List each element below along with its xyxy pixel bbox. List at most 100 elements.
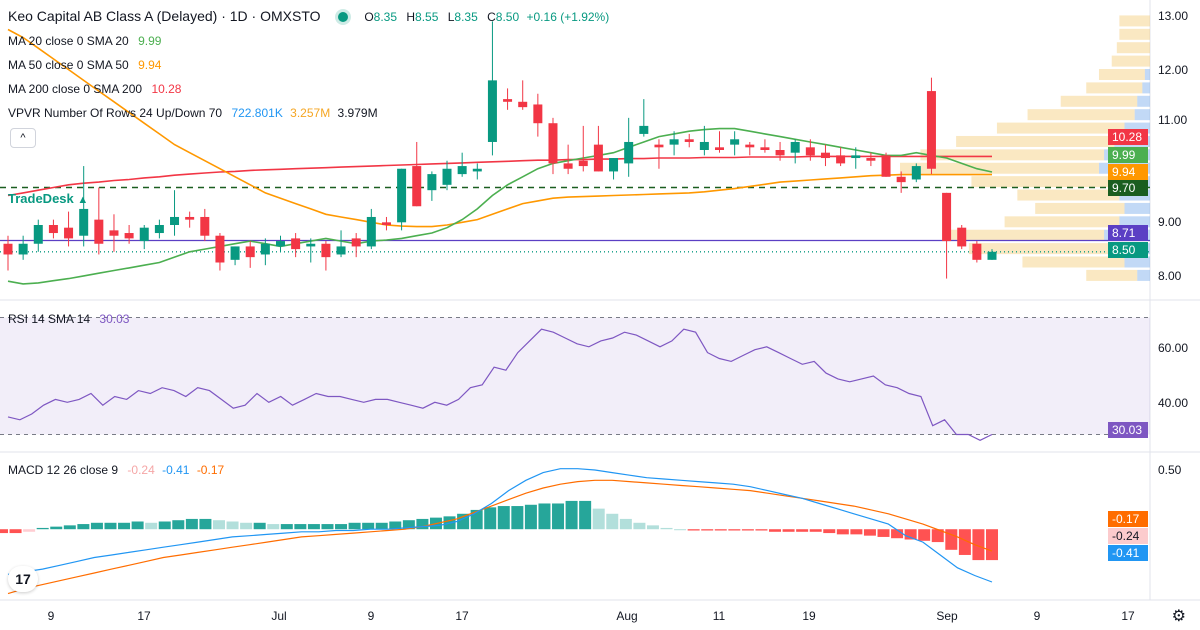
macd-histogram-bar [9, 529, 22, 534]
macd-histogram-bar [687, 529, 700, 531]
tag-rsi: 30.03 [1108, 422, 1148, 438]
legend-rsi[interactable]: RSI 14 SMA 14 30.03 [8, 311, 129, 327]
macd-histogram-bar [850, 529, 863, 535]
macd-histogram-bar [77, 524, 90, 530]
tag-macd-line: -0.41 [1108, 545, 1148, 561]
candle-body [578, 160, 588, 167]
macd-histogram-bar [863, 529, 876, 536]
tag-macd-hist: -0.24 [1108, 528, 1148, 544]
candle-body [275, 241, 285, 247]
ma50-label: MA 50 close 0 SMA 50 [8, 58, 129, 72]
tag-last-price: 8.50 [1108, 242, 1148, 258]
macd-histogram-bar [728, 529, 741, 531]
chevron-up-icon: ^ [20, 132, 26, 144]
tradingview-logo[interactable]: 17 [8, 566, 38, 592]
legend-vpvr[interactable]: VPVR Number Of Rows 24 Up/Down 70 722.80… [8, 105, 378, 121]
macd-histogram-bar [199, 518, 212, 530]
vpvr-row-up [1119, 216, 1150, 228]
macd-histogram-bar [823, 529, 836, 534]
x-tick: 17 [455, 609, 469, 623]
macd-histogram-bar [796, 529, 809, 532]
x-tick: Aug [616, 609, 638, 623]
vpvr-row-up [1124, 256, 1150, 268]
candle-body [3, 243, 13, 255]
vpvr-row-up [1124, 122, 1150, 134]
macd-histogram-bar [294, 524, 307, 530]
ma20-value: 9.99 [138, 34, 162, 48]
ohlc-readout: O8.35 H8.55 L8.35 C8.50 +0.16 (+1.92%) [358, 10, 609, 24]
macd-histogram-bar [674, 529, 687, 531]
rsi-value: 30.03 [99, 312, 130, 326]
candle-body [760, 147, 770, 150]
candle-body [230, 246, 240, 260]
legend-macd[interactable]: MACD 12 26 close 9 -0.24 -0.41 -0.17 [8, 462, 224, 478]
macd-histogram-bar [335, 524, 348, 530]
macd-line [7, 468, 993, 583]
macd-histogram-bar [986, 529, 998, 561]
macd-histogram-bar [240, 522, 253, 530]
macd-histogram-bar [592, 508, 605, 530]
vpvr-row-down [1086, 269, 1138, 281]
macd-histogram-bar [172, 520, 185, 530]
vpvr-total: 3.979M [337, 106, 378, 120]
macd-histogram-bar [253, 522, 266, 530]
candle-body [820, 152, 830, 159]
gear-icon[interactable]: ⚙ [1171, 608, 1186, 625]
legend-ma200[interactable]: MA 200 close 0 SMA 200 10.28 [8, 81, 181, 97]
ohlc-open-key: O [364, 10, 374, 24]
macd-histogram-bar [104, 522, 117, 530]
macd-histogram-bar [538, 503, 551, 530]
symbol-title[interactable]: Keo Capital AB Class A (Delayed) · 1D · … [8, 8, 321, 24]
watermark-text: TradeDesk [8, 191, 74, 206]
ma20-label: MA 20 close 0 SMA 20 [8, 34, 129, 48]
macd-hist-value: -0.24 [127, 463, 155, 477]
candle-body [381, 222, 391, 225]
tag-macd-signal: -0.17 [1108, 511, 1148, 527]
candle-body [94, 219, 104, 244]
candle-body [926, 91, 936, 169]
candle-body [669, 139, 679, 145]
legend-ma50[interactable]: MA 50 close 0 SMA 50 9.94 [8, 57, 161, 73]
vpvr-label: VPVR Number Of Rows 24 Up/Down 70 [8, 106, 223, 120]
macd-histogram-bar [470, 509, 483, 530]
rsi-label: RSI 14 SMA 14 [8, 312, 91, 326]
macd-histogram-bar [633, 522, 646, 530]
candle-body [457, 166, 467, 175]
ohlc-high-key: H [406, 10, 416, 24]
candle-body [699, 141, 709, 150]
candle-body [563, 163, 573, 169]
vpvr-row-up [1142, 82, 1150, 94]
candle-body [987, 251, 997, 260]
macd-histogram-bar [348, 522, 361, 530]
ohlc-high: 8.55 [415, 10, 439, 24]
candle-body [351, 238, 361, 247]
macd-histogram-bar [36, 527, 49, 530]
macd-histogram-bar [63, 525, 76, 530]
tag-dashed-level: 9.70 [1108, 180, 1148, 196]
candle-body [200, 216, 210, 236]
macd-histogram-bar [185, 518, 198, 530]
collapse-legend-button[interactable]: ^ [10, 128, 36, 148]
legend-ma20[interactable]: MA 20 close 0 SMA 20 9.99 [8, 33, 161, 49]
candle-body [790, 141, 800, 153]
market-status-dot-icon [338, 12, 349, 22]
y-tick-8: 8.00 [1158, 269, 1182, 283]
macd-histogram-bar [701, 529, 714, 531]
macd-histogram-bar [809, 529, 822, 532]
candle-body [412, 166, 422, 207]
ohlc-open: 8.35 [373, 10, 398, 24]
macd-histogram-bar [769, 529, 782, 532]
ma200-value: 10.28 [151, 82, 182, 96]
macd-signal-line [7, 479, 993, 595]
tag-solid-level: 8.71 [1108, 225, 1148, 241]
vpvr-row-down [1111, 55, 1150, 67]
macd-histogram-bar [267, 524, 280, 530]
macd-histogram-bar [931, 529, 944, 543]
tag-ma200: 10.28 [1108, 129, 1148, 145]
candle-body [185, 216, 195, 220]
candle-body [715, 147, 725, 150]
macd-histogram-bar [416, 518, 429, 530]
vpvr-row-down [968, 243, 1110, 255]
candle-body [836, 155, 846, 164]
candle-body [593, 144, 603, 172]
